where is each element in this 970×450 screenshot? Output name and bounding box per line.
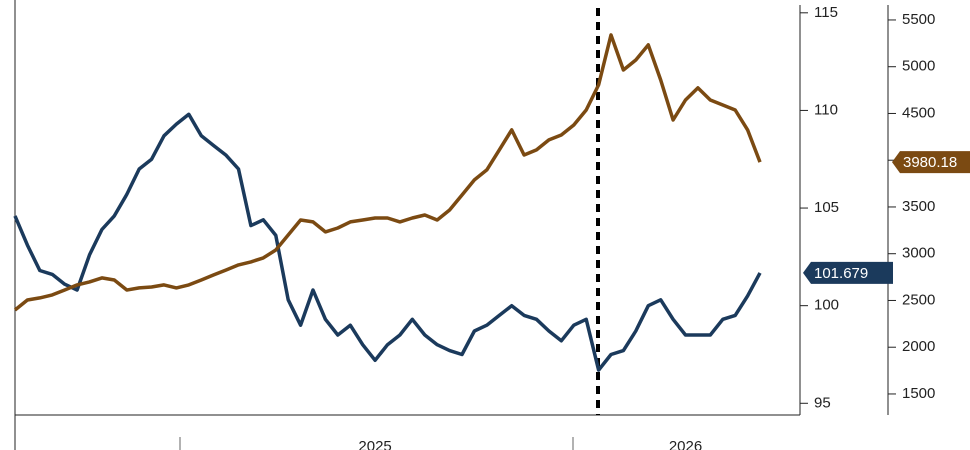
y2-tick-label: 2500 [902,291,935,308]
series-line [13,33,762,312]
last-value-tag [803,261,893,284]
last-value-label: 3980.18 [903,154,957,171]
y-tick-label: 115 [814,4,838,21]
last-value-tag [892,151,970,174]
y-tick-label: 105 [814,199,839,216]
series-line [13,112,762,372]
y2-tick-label: 3500 [902,198,935,215]
y2-tick-label: 4500 [902,104,935,121]
y-tick-label: 95 [814,394,831,411]
y2-tick-label: 1500 [902,385,935,402]
y2-tick-label: 3000 [902,245,935,262]
last-value-label: 101.679 [814,265,868,282]
y2-tick-label: 5000 [902,58,935,75]
x-tick-label: 2026 [669,438,702,450]
y2-tick-label: 5500 [902,11,935,28]
y-tick-label: 110 [814,101,838,118]
y2-tick-label: 2000 [902,338,935,355]
x-tick-label: 2025 [358,438,391,450]
y-tick-label: 100 [814,297,839,314]
